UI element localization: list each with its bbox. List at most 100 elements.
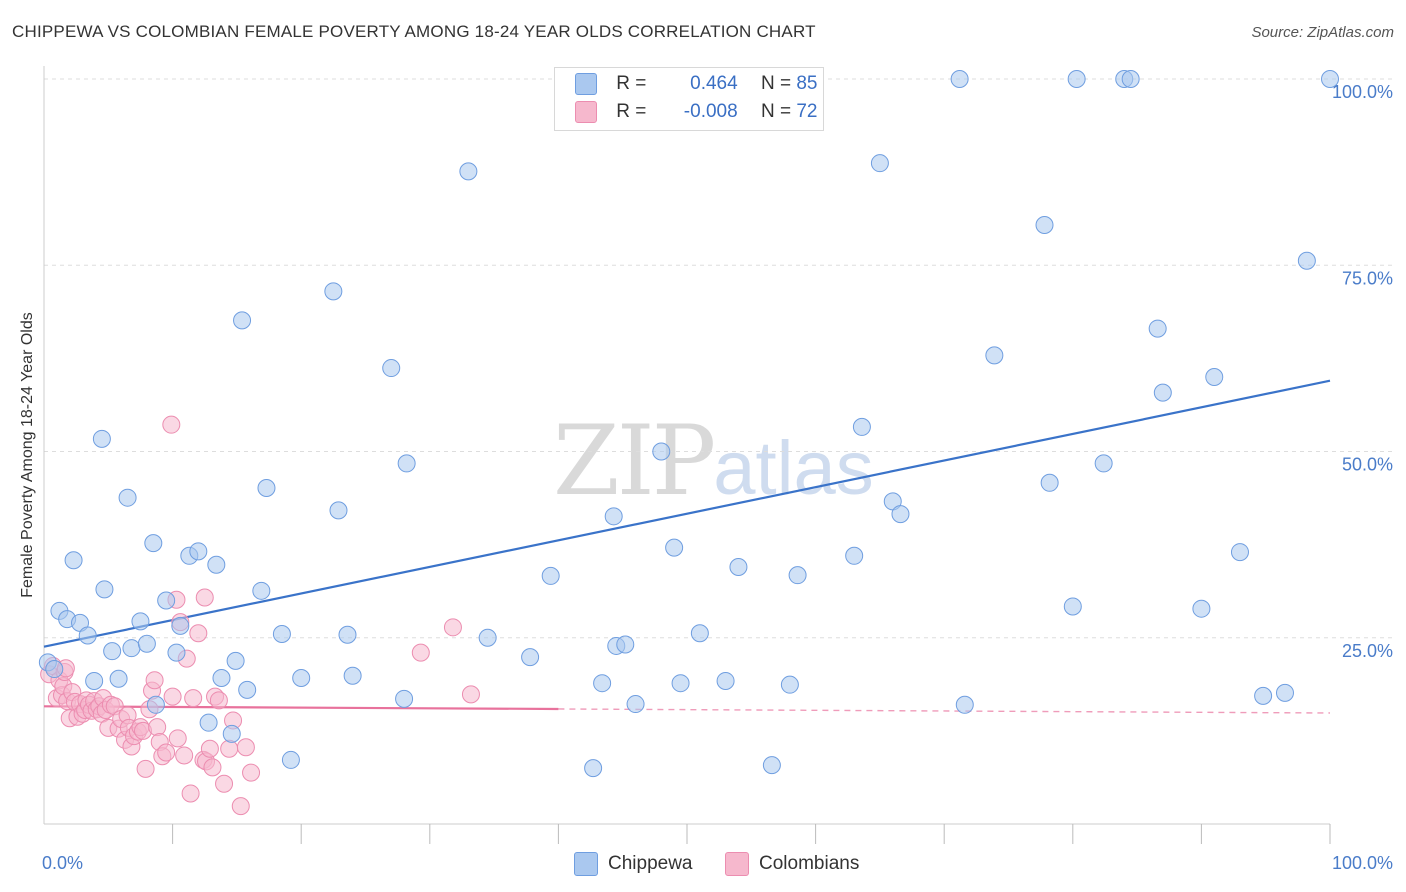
colombians-swatch xyxy=(725,852,749,876)
chippewa-point xyxy=(199,713,218,732)
chippewa-point xyxy=(252,581,271,600)
chippewa-point xyxy=(985,346,1004,365)
chippewa-point xyxy=(1297,251,1316,270)
colombians-point xyxy=(195,588,214,607)
tick-label-layer: 25.0% 50.0% 75.0% 100.0% 0.0% 100.0% xyxy=(42,82,1393,873)
chippewa-point xyxy=(652,442,671,461)
chippewa-point xyxy=(92,429,111,448)
chippewa-point xyxy=(189,542,208,561)
y-tick-label: 25.0% xyxy=(1342,641,1393,661)
chippewa-point xyxy=(382,359,401,378)
colombians-point xyxy=(136,759,155,778)
colombians-point xyxy=(242,763,261,782)
chippewa-point xyxy=(146,695,165,714)
x-tick-label: 0.0% xyxy=(42,853,83,873)
chippewa-point xyxy=(85,671,104,690)
x-tick-label: 100.0% xyxy=(1332,853,1393,873)
legend-label-colombians: Colombians xyxy=(759,853,860,875)
chippewa-point xyxy=(788,566,807,585)
colombians-point xyxy=(157,743,176,762)
chippewa-point xyxy=(626,695,645,714)
chippewa-point xyxy=(729,557,748,576)
chippewa-point xyxy=(343,666,362,685)
chippewa-point xyxy=(257,479,276,498)
chippewa-point xyxy=(1040,473,1059,492)
chippewa-point xyxy=(238,680,257,699)
chippewa-point xyxy=(1153,383,1172,402)
chippewa-point xyxy=(292,668,311,687)
watermark-atlas: atlas xyxy=(713,426,874,511)
chippewa-point xyxy=(1192,599,1211,618)
chippewa-point xyxy=(780,675,799,694)
chippewa-point xyxy=(1035,216,1054,235)
colombians-point xyxy=(184,689,203,708)
chippewa-point xyxy=(541,566,560,585)
points-layer xyxy=(38,70,1339,816)
watermark-zip: ZIP xyxy=(553,405,716,517)
colombians-point xyxy=(203,758,222,777)
chippewa-point xyxy=(272,625,291,644)
chippewa-point xyxy=(64,551,83,570)
chippewa-point xyxy=(955,695,974,714)
chippewa-point xyxy=(1275,683,1294,702)
colombians-point xyxy=(231,797,250,816)
legend-item-colombians: Colombians xyxy=(725,852,859,876)
n-label: N = xyxy=(760,73,792,95)
colombians-point xyxy=(145,671,164,690)
colombians-point xyxy=(215,774,234,793)
chippewa-point xyxy=(1094,454,1113,473)
chippewa-point xyxy=(109,669,128,688)
chippewa-point xyxy=(103,642,122,661)
chippewa-point xyxy=(1321,70,1339,88)
colombians-swatch xyxy=(575,101,597,123)
chippewa-point xyxy=(604,507,623,526)
axis-layer xyxy=(43,66,1331,844)
n-value: 85 xyxy=(796,73,818,95)
n-label: N = xyxy=(760,101,792,123)
legend-row-colombians: R = -0.008 N = 72 xyxy=(575,101,817,129)
chippewa-point xyxy=(167,643,186,662)
chippewa-point xyxy=(397,454,416,473)
chippewa-point xyxy=(478,628,497,647)
chippewa-point xyxy=(329,501,348,520)
colombians-point xyxy=(162,415,181,434)
chippewa-point xyxy=(131,612,150,631)
colombians-point xyxy=(168,729,187,748)
chippewa-point xyxy=(222,724,241,743)
chippewa-point xyxy=(716,671,735,690)
chippewa-point xyxy=(395,689,414,708)
chippewa-point xyxy=(671,674,690,693)
chippewa-point xyxy=(1121,70,1140,88)
chippewa-point xyxy=(122,639,141,658)
colombians-point xyxy=(163,687,182,706)
legend-item-chippewa: Chippewa xyxy=(574,852,693,876)
chippewa-point xyxy=(45,660,64,679)
legend-row-chippewa: R = 0.464 N = 85 xyxy=(575,73,817,101)
chippewa-point xyxy=(281,750,300,769)
series-legend: Chippewa Colombians xyxy=(0,852,1406,878)
chippewa-point xyxy=(324,282,343,301)
r-label: R = xyxy=(616,73,647,95)
chippewa-point xyxy=(212,668,231,687)
chippewa-swatch xyxy=(575,73,597,95)
correlation-legend: R = 0.464 N = 85 R = -0.008 N = 72 xyxy=(554,67,824,131)
n-value: 72 xyxy=(796,101,818,123)
y-tick-label: 75.0% xyxy=(1342,268,1393,288)
colombians-point xyxy=(411,643,430,662)
chippewa-point xyxy=(762,756,781,775)
chippewa-point xyxy=(1063,597,1082,616)
chippewa-point xyxy=(1148,319,1167,338)
chippewa-point xyxy=(338,625,357,644)
chippewa-point xyxy=(870,154,889,173)
chippewa-point xyxy=(845,546,864,565)
chippewa-point xyxy=(1254,686,1273,705)
chippewa-point xyxy=(690,624,709,643)
chippewa-point xyxy=(852,417,871,436)
chippewa-point xyxy=(521,648,540,667)
source-label: Source: ZipAtlas.com xyxy=(1251,24,1394,41)
colombians-point xyxy=(236,738,255,757)
chippewa-point xyxy=(616,635,635,654)
chippewa-point xyxy=(1067,70,1086,88)
r-label: R = xyxy=(616,101,647,123)
